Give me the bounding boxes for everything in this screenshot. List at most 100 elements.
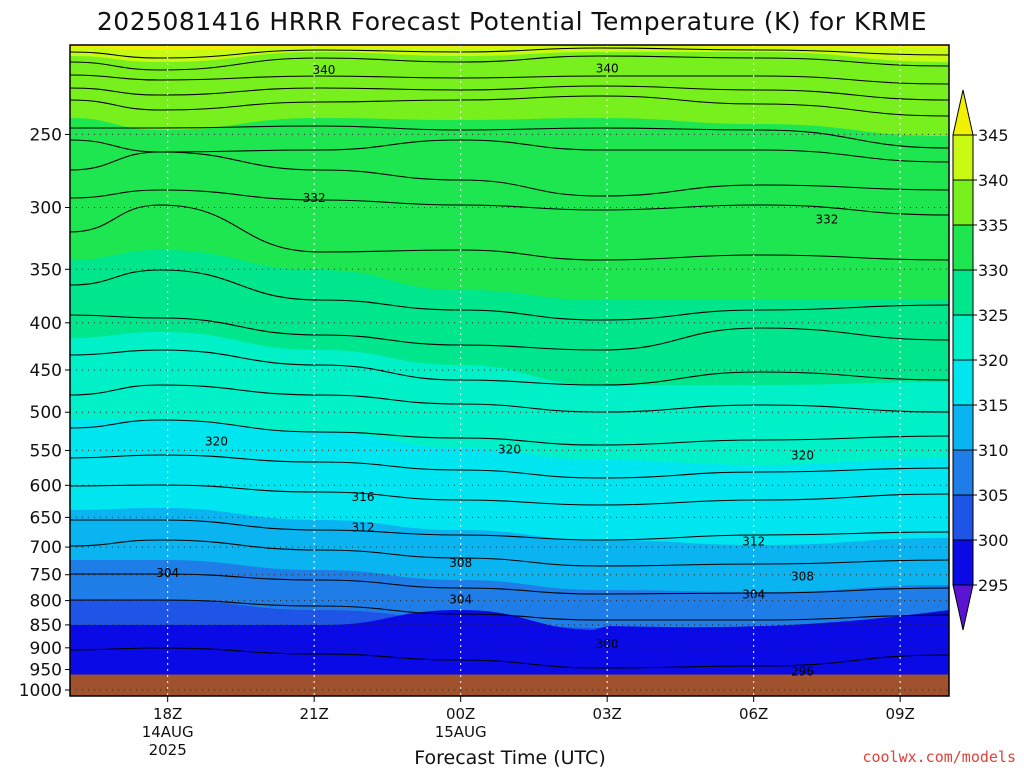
contour-label: 308 [791, 569, 814, 583]
colorbar-label: 305 [978, 486, 1009, 505]
colorbar-segment [952, 224, 974, 271]
contour-line [70, 189, 949, 216]
colorbar-segment [952, 494, 974, 541]
x-tick-date: 15AUG [435, 723, 487, 741]
y-tick-label: 900 [30, 639, 62, 659]
y-tick-label: 350 [30, 260, 62, 280]
x-tick-label: 18Z [153, 705, 182, 723]
colorbar-label: 325 [978, 306, 1009, 325]
contour-labels: 340 340 332 332 320 320 320 316 312 312 308 308 304 3… [156, 61, 838, 679]
colorbar-label: 295 [978, 576, 1009, 595]
contour-label: 304 [156, 566, 179, 580]
contour-line [70, 484, 949, 506]
contour-label: 340 [312, 63, 335, 77]
colorbar-top-triangle [952, 89, 974, 136]
x-tick-label: 03Z [592, 705, 621, 723]
colorbar-segment [952, 134, 974, 181]
chart-title: 2025081416 HRRR Forecast Potential Tempe… [97, 7, 927, 36]
y-tick-label: 950 [30, 660, 62, 680]
colorbar-label: 320 [978, 351, 1009, 370]
contour-line [70, 74, 949, 85]
y-tick-label: 250 [30, 125, 62, 145]
contour-line [70, 125, 949, 149]
contour-label: 296 [791, 665, 814, 679]
y-tick-label: 700 [30, 538, 62, 558]
contour-line [70, 599, 949, 621]
colorbar-segment [952, 269, 974, 316]
colorbar-segment [952, 179, 974, 226]
contour-line [70, 47, 949, 59]
contour-line [70, 95, 949, 117]
contour-label: 320 [791, 448, 814, 462]
cold-pocket [565, 610, 949, 660]
contour-label: 312 [742, 534, 765, 548]
colorbar-label: 335 [978, 216, 1009, 235]
contour-line [70, 314, 949, 351]
y-axis-pressure: 250 300 350 400 450 500 550 600 650 700 750 800 850 9… [19, 125, 70, 701]
colorbar-segment [952, 359, 974, 406]
contour-label: 316 [352, 490, 375, 504]
y-tick-label: 300 [30, 199, 62, 219]
y-tick-label: 750 [30, 566, 62, 586]
contour-lines [70, 47, 949, 669]
x-tick-label: 06Z [739, 705, 768, 723]
colorbar-label: 300 [978, 531, 1009, 550]
x-tick-label: 09Z [885, 705, 914, 723]
ground-fill [70, 674, 949, 696]
contour-line [70, 384, 949, 413]
y-tick-label: 600 [30, 476, 62, 496]
contour-line [70, 349, 949, 386]
fill-band [70, 610, 949, 696]
y-tick-label: 650 [30, 508, 62, 528]
contour-line [70, 85, 949, 101]
colorbar-label: 345 [978, 126, 1009, 145]
y-tick-label: 450 [30, 361, 62, 381]
colorbar-label: 330 [978, 261, 1009, 280]
y-tick-label: 400 [30, 314, 62, 334]
colorbar-segment [952, 404, 974, 451]
contour-line [70, 55, 949, 71]
colorbar-segment [952, 539, 974, 586]
colorbar-label: 340 [978, 171, 1009, 190]
contour-label: 308 [449, 556, 472, 570]
contour-label: 312 [352, 521, 375, 535]
contour-line [70, 269, 949, 321]
contour-line [70, 151, 949, 197]
colorbar-bottom-triangle [952, 584, 974, 631]
contour-label: 332 [815, 212, 838, 226]
contour-label: 304 [742, 588, 765, 602]
y-tick-label: 800 [30, 592, 62, 612]
contour-label: 332 [303, 191, 326, 205]
x-axis-label: Forecast Time (UTC) [414, 747, 605, 768]
x-tick-date: 14AUG [142, 723, 194, 741]
contour-line [70, 519, 949, 541]
y-tick-label: 550 [30, 441, 62, 461]
contour-line [70, 419, 949, 446]
grid-lines [70, 45, 949, 696]
contour-label: 304 [449, 593, 472, 607]
contour-label: 320 [498, 443, 521, 457]
contour-label: 320 [205, 435, 228, 449]
x-tick-label: 00Z [446, 705, 475, 723]
contour-line [70, 647, 949, 669]
colorbar-legend: 345 340 335 330 325 320 315 310 305 300 295 [952, 89, 1009, 631]
colorbar-label: 310 [978, 441, 1009, 460]
contour-label: 340 [596, 61, 619, 75]
y-tick-label: 500 [30, 403, 62, 423]
credit-link[interactable]: coolwx.com/models [862, 748, 1016, 766]
colorbar-segment [952, 314, 974, 361]
colorbar-label: 315 [978, 396, 1009, 415]
contour-line [70, 539, 949, 567]
y-tick-label: 1000 [19, 681, 62, 701]
temperature-fill-bands [70, 45, 949, 696]
cold-pocket [70, 630, 92, 660]
contour-line [70, 454, 949, 479]
x-tick-year: 2025 [149, 741, 187, 759]
contour-line [70, 573, 949, 595]
colorbar-segment [952, 449, 974, 496]
x-tick-label: 21Z [299, 705, 328, 723]
y-tick-label: 850 [30, 616, 62, 636]
ground-surface [70, 674, 949, 696]
